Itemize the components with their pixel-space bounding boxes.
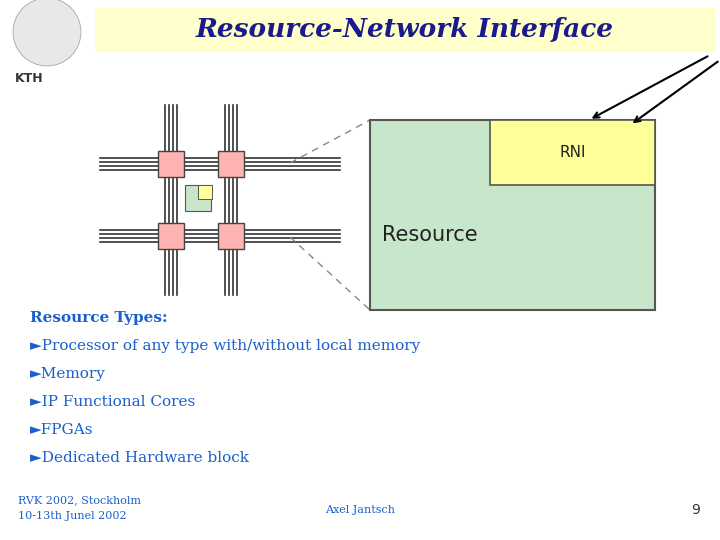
Text: ►Processor of any type with/without local memory: ►Processor of any type with/without loca… — [30, 339, 420, 353]
Bar — [198, 185, 212, 199]
Bar — [158, 223, 184, 249]
Text: ►Memory: ►Memory — [30, 367, 106, 381]
Bar — [370, 120, 655, 310]
Bar — [158, 151, 184, 177]
Text: Resource Types:: Resource Types: — [30, 311, 168, 325]
Text: 9: 9 — [691, 503, 700, 517]
Text: RVK 2002, Stockholm
10-13th Junel 2002: RVK 2002, Stockholm 10-13th Junel 2002 — [18, 495, 141, 521]
Bar — [218, 151, 244, 177]
Circle shape — [13, 0, 81, 66]
Text: Axel Jantsch: Axel Jantsch — [325, 505, 395, 515]
Bar — [490, 120, 655, 185]
Text: RNI: RNI — [559, 145, 586, 160]
Bar — [185, 185, 211, 211]
Text: ►Dedicated Hardware block: ►Dedicated Hardware block — [30, 451, 249, 465]
Bar — [218, 223, 244, 249]
Bar — [95, 8, 715, 52]
Text: KTH: KTH — [15, 71, 44, 84]
Text: ►IP Functional Cores: ►IP Functional Cores — [30, 395, 195, 409]
Text: Resource: Resource — [382, 225, 478, 245]
Text: ►FPGAs: ►FPGAs — [30, 423, 94, 437]
Text: Resource-Network Interface: Resource-Network Interface — [196, 17, 614, 43]
